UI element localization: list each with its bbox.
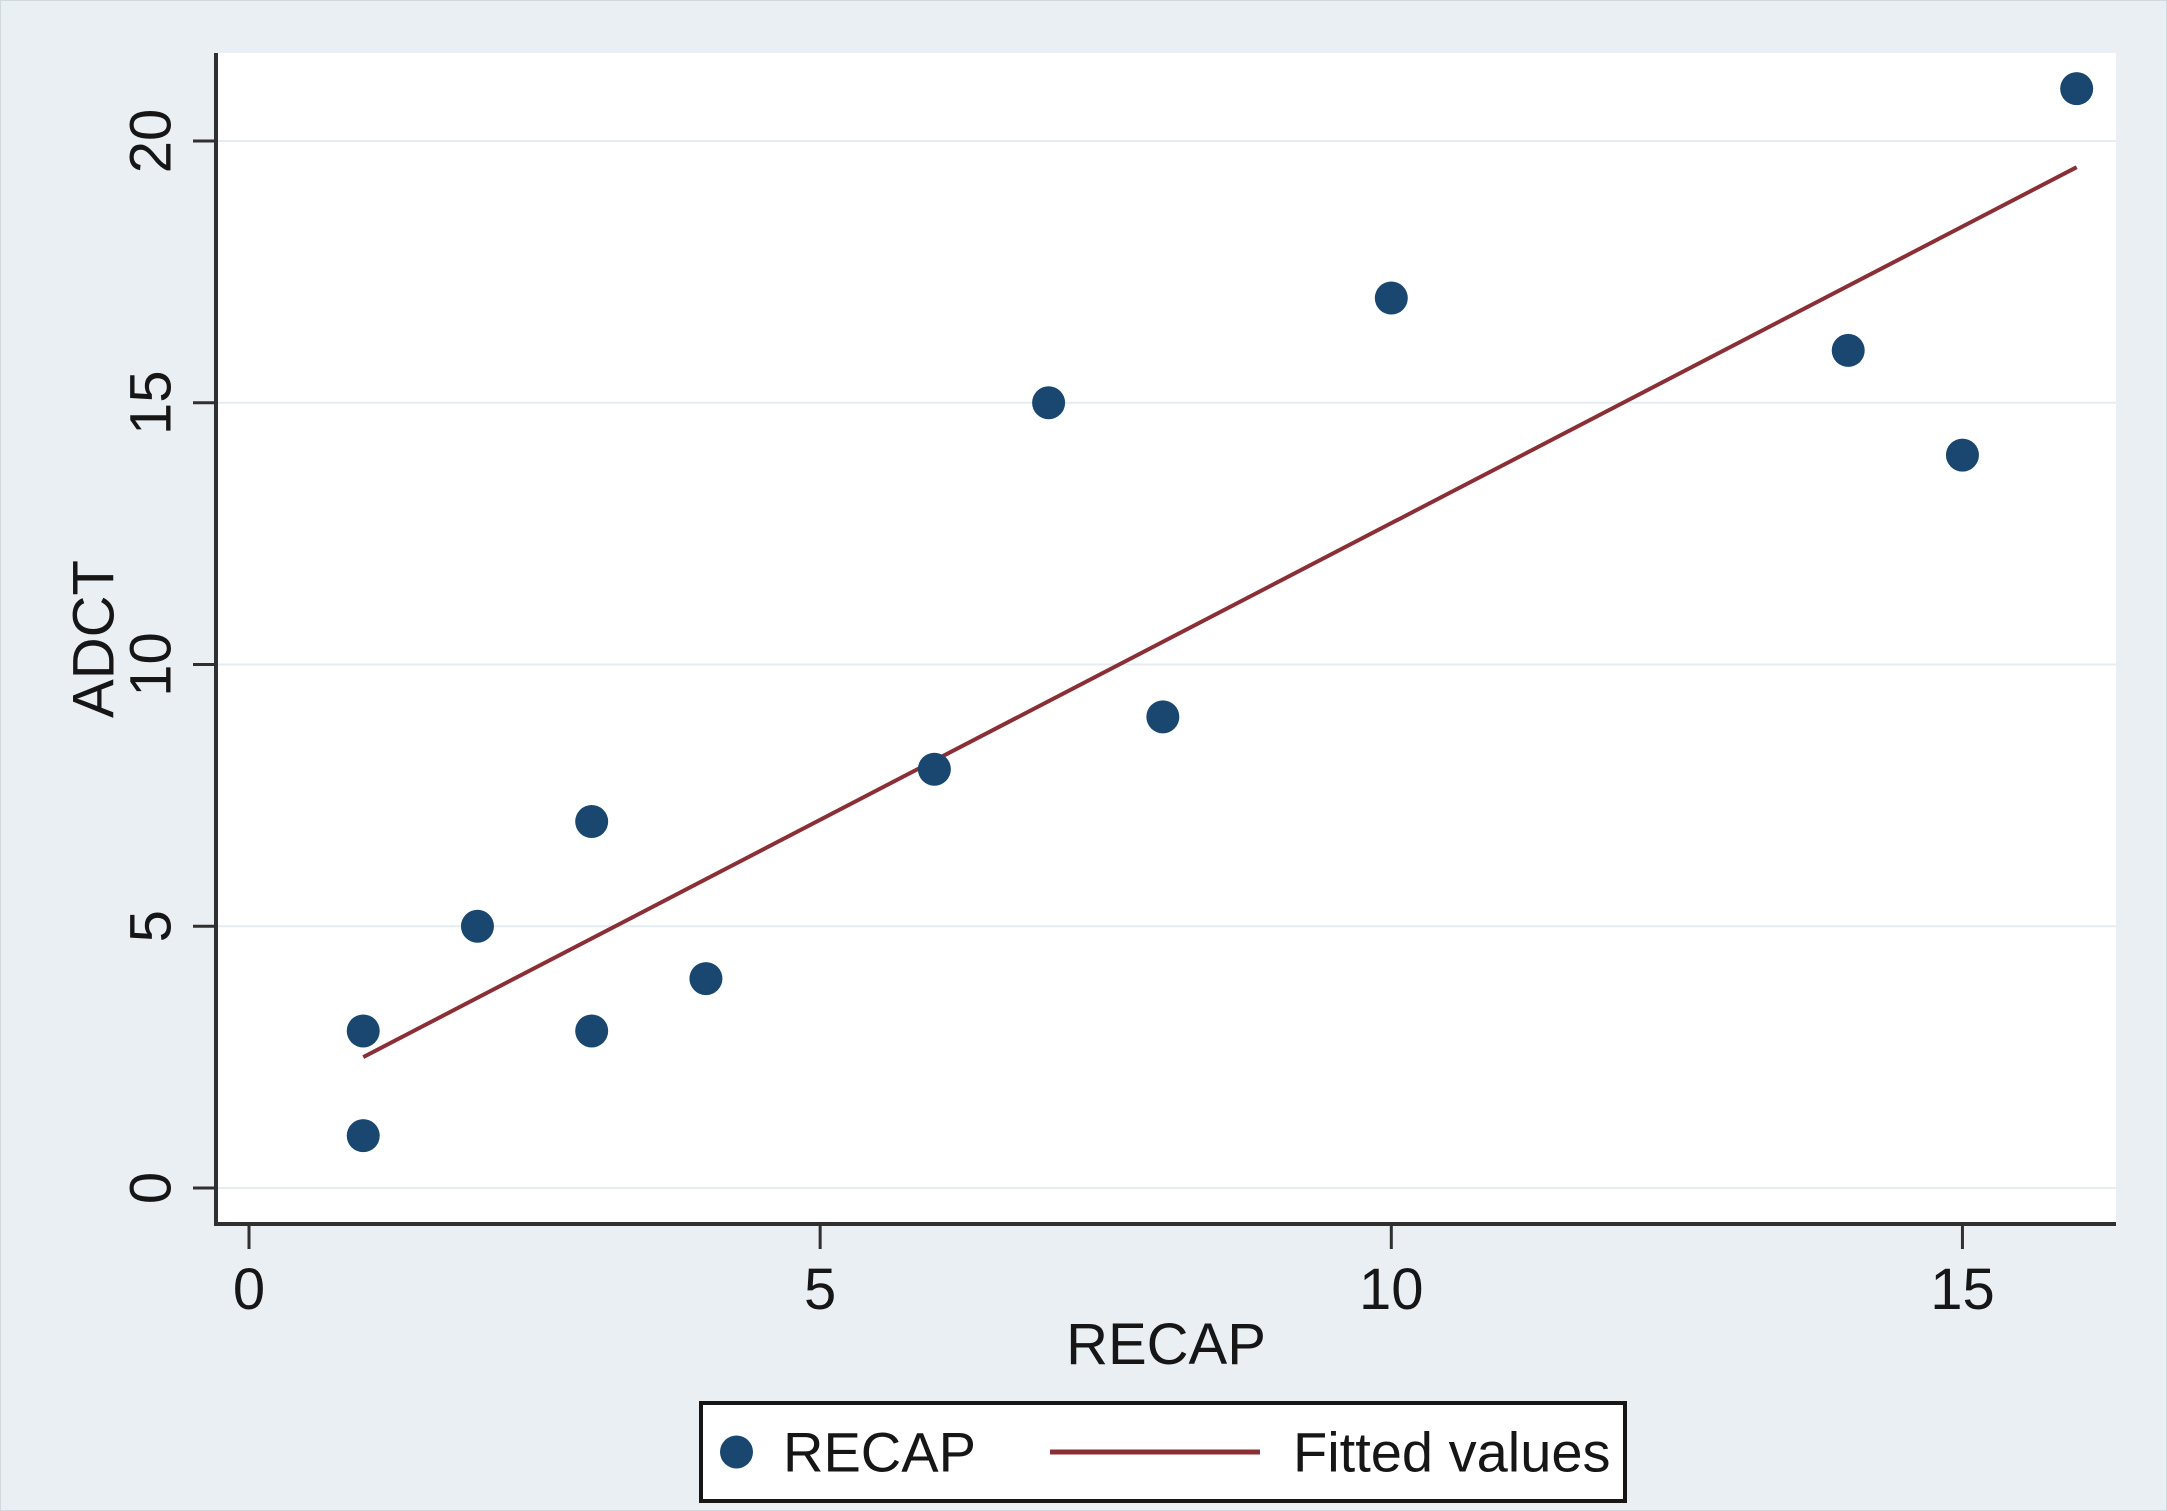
data-point: [1032, 386, 1066, 420]
x-tick-label: 10: [1359, 1257, 1424, 1322]
y-tick-label: 15: [119, 370, 184, 435]
y-tick-label: 10: [119, 632, 184, 697]
x-tick-label: 0: [233, 1257, 265, 1322]
legend-marker-line-icon: [1050, 1449, 1260, 1455]
legend-label-fitted-values: Fitted values: [1293, 1420, 1611, 1484]
data-point: [917, 752, 951, 786]
data-point: [1146, 700, 1180, 734]
x-axis-title: RECAP: [1066, 1312, 1266, 1377]
fitted-line: [362, 165, 2078, 1059]
data-point: [346, 1119, 380, 1153]
legend: RECAP Fitted values: [699, 1401, 1627, 1503]
x-tick-label: 5: [804, 1257, 836, 1322]
data-point: [1374, 281, 1408, 315]
data-point: [689, 962, 723, 996]
y-tick-label: 20: [119, 109, 184, 174]
data-point: [1831, 333, 1865, 367]
data-point: [346, 1014, 380, 1048]
y-tick-label: 0: [119, 1172, 184, 1204]
data-point: [1945, 438, 1979, 472]
legend-label-recap: RECAP: [783, 1420, 976, 1484]
y-tick-label: 5: [119, 910, 184, 942]
x-tick-label: 15: [1930, 1257, 1995, 1322]
data-point: [575, 805, 609, 839]
data-point: [460, 909, 494, 943]
legend-marker-dot-icon: [720, 1435, 753, 1469]
data-point: [575, 1014, 609, 1048]
data-point: [2060, 72, 2094, 106]
y-axis-title: ADCT: [61, 560, 127, 718]
